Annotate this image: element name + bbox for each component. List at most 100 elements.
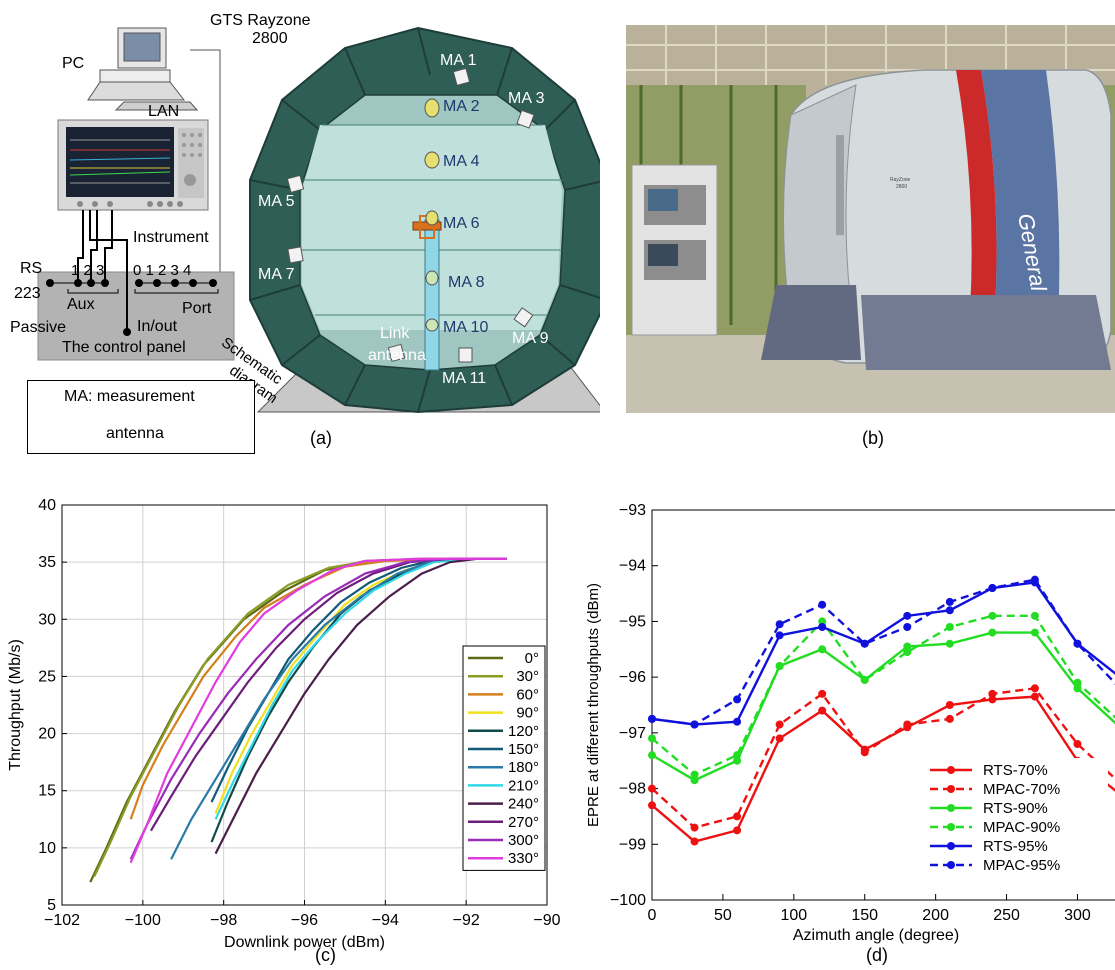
legend-marker-d bbox=[947, 823, 955, 831]
data-point-MPAC-95% bbox=[1073, 639, 1082, 648]
y-tick-label-c: 30 bbox=[38, 611, 56, 628]
data-point-MPAC-90% bbox=[1073, 678, 1082, 687]
y-tick-label-d: −98 bbox=[619, 781, 646, 798]
y-axis-label-d: EPRE at different throughputs (dBm) bbox=[585, 583, 602, 827]
legend-label-c: 210° bbox=[508, 777, 539, 794]
data-point-RTS-90% bbox=[1073, 684, 1082, 693]
x-tick-label-c: −92 bbox=[453, 912, 480, 929]
plot-border-c bbox=[61, 504, 548, 906]
data-point-MPAC-95% bbox=[648, 714, 656, 723]
chart-d: 0 50 100 150 200 250 300 −100 −99 −98 −97 −96 −95 −94… bbox=[585, 502, 1115, 944]
x-tick-label-c: −98 bbox=[210, 912, 237, 929]
instrument-icon bbox=[57, 119, 209, 211]
data-point-MPAC-70% bbox=[775, 720, 784, 729]
measurement-antennas bbox=[286, 67, 535, 363]
legend-label-d: MPAC-95% bbox=[983, 857, 1060, 874]
data-point-MPAC-90% bbox=[988, 611, 997, 620]
data-point-RTS-90% bbox=[818, 645, 827, 654]
legend-text-line1: MA: measurement bbox=[64, 388, 195, 405]
chamber-base bbox=[761, 285, 861, 360]
series-line-RTS-90% bbox=[651, 631, 1115, 782]
data-point-MPAC-90% bbox=[1030, 611, 1039, 620]
dut-device bbox=[412, 221, 442, 231]
series-line-MPAC-90% bbox=[651, 614, 1115, 777]
chamber-photo: General Test RayZone 2800 bbox=[626, 25, 1115, 413]
legend-box bbox=[27, 380, 255, 454]
aux-label: Aux bbox=[67, 296, 95, 313]
ma-label-5: MA 5 bbox=[258, 193, 295, 210]
link-antenna-label-line2: antenna bbox=[368, 347, 426, 364]
data-point-RTS-90% bbox=[903, 642, 912, 651]
y-tick-label-d: −94 bbox=[619, 558, 646, 575]
legend-label-d: MPAC-90% bbox=[983, 819, 1060, 836]
legend-label-c: 270° bbox=[508, 814, 539, 831]
data-point-MPAC-95% bbox=[945, 597, 954, 606]
data-point-MPAC-70% bbox=[988, 689, 997, 698]
legend-c bbox=[462, 645, 546, 871]
legend-label-c: 330° bbox=[508, 850, 539, 867]
legend-marker-d bbox=[947, 766, 955, 774]
legend-label-c: 240° bbox=[508, 796, 539, 813]
data-point-MPAC-90% bbox=[690, 770, 699, 779]
badge-line2: 2800 bbox=[896, 184, 907, 190]
data-point-RTS-95% bbox=[945, 606, 954, 615]
x-tick-label-d: 250 bbox=[993, 907, 1020, 924]
y-tick-label-c: 25 bbox=[38, 668, 56, 685]
legend-label-c: 150° bbox=[508, 741, 539, 758]
lan-label: LAN bbox=[148, 103, 180, 120]
legend-d bbox=[928, 758, 1108, 880]
data-point-MPAC-70% bbox=[945, 714, 954, 723]
panel-b: General Test RayZone 2800 (b) bbox=[626, 25, 1115, 448]
y-tick-label-d: −96 bbox=[619, 669, 646, 686]
panel-a-drawing bbox=[37, 26, 600, 414]
series-line-MPAC-70% bbox=[651, 687, 1115, 829]
data-point-MPAC-90% bbox=[818, 617, 827, 626]
data-point-MPAC-95% bbox=[733, 695, 742, 704]
series-line-240° bbox=[214, 557, 507, 855]
x-tick-label-d: 100 bbox=[780, 907, 807, 924]
data-point-RTS-70% bbox=[775, 734, 784, 743]
port-label: Port bbox=[182, 300, 212, 317]
data-point-MPAC-70% bbox=[1030, 684, 1039, 693]
ma-label-9: MA 9 bbox=[512, 330, 549, 347]
passive-label: Passive bbox=[10, 319, 67, 336]
data-point-RTS-95% bbox=[775, 631, 784, 640]
ma-label-8: MA 8 bbox=[448, 274, 485, 291]
legend-label-c: 0° bbox=[525, 650, 539, 667]
y-tick-label-c: 15 bbox=[38, 783, 56, 800]
ma-label-10: MA 10 bbox=[443, 319, 489, 336]
rs-label-line1: RS bbox=[20, 260, 43, 277]
data-point-RTS-70% bbox=[733, 826, 742, 835]
series-line-MPAC-95% bbox=[651, 578, 1115, 726]
data-point-MPAC-70% bbox=[860, 748, 869, 757]
data-point-RTS-70% bbox=[648, 801, 656, 810]
data-point-RTS-90% bbox=[945, 639, 954, 648]
control-panel-box bbox=[37, 271, 235, 361]
data-point-MPAC-90% bbox=[860, 675, 869, 684]
chart-c: −102 −100 −98 −96 −94 −92 −90 5 10 15 20 25 30 35 40 0°… bbox=[7, 497, 560, 951]
data-point-MPAC-90% bbox=[733, 751, 742, 760]
data-point-RTS-70% bbox=[945, 701, 954, 709]
ma-label-2: MA 2 bbox=[443, 98, 480, 115]
rs-label-line2: 223 bbox=[14, 285, 41, 302]
legend-marker-d bbox=[947, 861, 955, 869]
legend-marker-d bbox=[947, 842, 955, 850]
y-tick-label-d: −95 bbox=[619, 613, 646, 630]
ma-label-1: MA 1 bbox=[440, 52, 477, 69]
data-point-MPAC-70% bbox=[648, 784, 656, 793]
caption-d: (d) bbox=[866, 945, 888, 965]
data-point-RTS-95% bbox=[733, 717, 742, 726]
legend-label-c: 30° bbox=[516, 668, 539, 685]
x-tick-label-c: −90 bbox=[533, 912, 560, 929]
data-point-MPAC-95% bbox=[903, 623, 912, 631]
legend-marker-d bbox=[947, 804, 955, 812]
legend-label-d: RTS-90% bbox=[983, 800, 1048, 817]
legend-label-d: RTS-95% bbox=[983, 838, 1048, 855]
data-point-MPAC-90% bbox=[648, 734, 656, 743]
data-point-MPAC-90% bbox=[775, 662, 784, 670]
chamber-title-line1: GTS Rayzone bbox=[210, 12, 311, 29]
instrument-label: Instrument bbox=[133, 229, 209, 246]
data-point-RTS-95% bbox=[903, 611, 912, 620]
caption-c: (c) bbox=[315, 945, 336, 965]
ma-label-11: MA 11 bbox=[442, 370, 487, 387]
